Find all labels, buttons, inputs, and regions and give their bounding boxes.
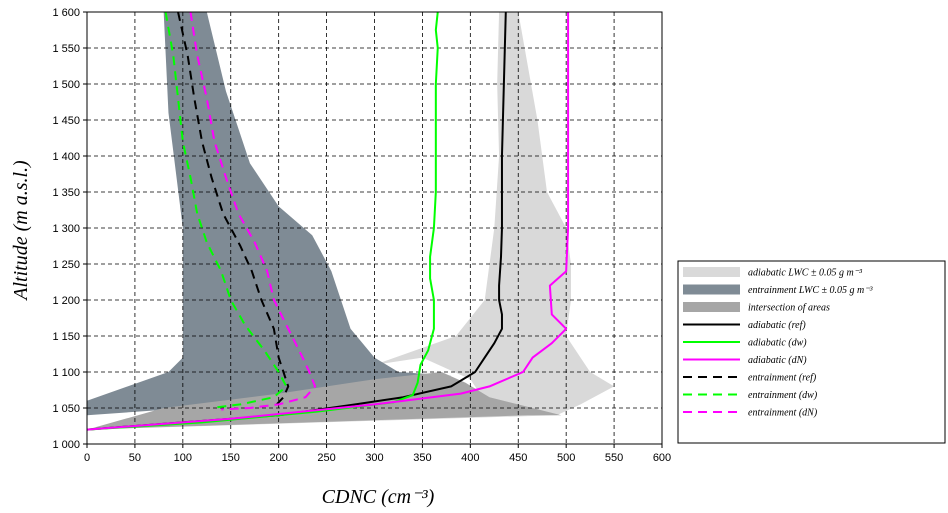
legend-label-entrainment-dw: entrainment (dw) bbox=[748, 390, 818, 401]
y-tick-label: 1 250 bbox=[52, 259, 80, 271]
legend-label-entrainment-lwc-0-05-g-m: entrainment LWC ± 0.05 g m⁻³ bbox=[748, 285, 874, 296]
legend-swatch-intersection-of-areas bbox=[683, 302, 740, 312]
legend-label-adiabatic-dn: adiabatic (dN) bbox=[748, 355, 807, 366]
x-tick-label: 100 bbox=[174, 452, 192, 464]
y-axis-title: Altitude (m a.s.l.) bbox=[10, 160, 32, 302]
y-tick-label: 1 050 bbox=[52, 403, 80, 415]
x-tick-label: 150 bbox=[222, 452, 240, 464]
x-tick-label: 400 bbox=[461, 452, 479, 464]
legend-label-adiabatic-dw: adiabatic (dw) bbox=[748, 338, 807, 349]
legend-label-entrainment-dn: entrainment (dN) bbox=[748, 408, 818, 419]
x-axis-title: CDNC (cm⁻³) bbox=[322, 486, 435, 508]
y-tick-label: 1 400 bbox=[52, 151, 80, 163]
series-entrainment-ref bbox=[177, 11, 290, 406]
grid bbox=[87, 12, 662, 444]
x-tick-label: 500 bbox=[557, 452, 575, 464]
legend: adiabatic LWC ± 0.05 g m⁻³ entrainment LW… bbox=[677, 260, 946, 444]
area-intersection-of-areas bbox=[87, 372, 562, 430]
area-adiabatic-lwc-0-05-g-m bbox=[87, 12, 615, 430]
x-tick-label: 550 bbox=[605, 452, 623, 464]
y-tick-label: 1 100 bbox=[52, 367, 80, 379]
axis-ticks: 0 50 100 150 200 250 300 350 400 450 500 550 600 1 00… bbox=[52, 7, 671, 464]
x-tick-label: 50 bbox=[129, 452, 141, 464]
legend-swatch-adiabatic-lwc-0-05-g-m bbox=[683, 267, 740, 277]
y-tick-label: 1 000 bbox=[52, 439, 80, 451]
legend-label-adiabatic-ref: adiabatic (ref) bbox=[748, 320, 806, 331]
area-entrainment-lwc-0-05-g-m bbox=[87, 12, 452, 416]
shaded-areas bbox=[87, 12, 615, 430]
x-tick-label: 600 bbox=[653, 452, 671, 464]
x-tick-label: 0 bbox=[84, 452, 90, 464]
series-lines bbox=[86, 11, 570, 431]
y-tick-label: 1 150 bbox=[52, 331, 80, 343]
y-tick-label: 1 200 bbox=[52, 295, 80, 307]
series-adiabatic-dn bbox=[86, 12, 570, 431]
y-tick-label: 1 350 bbox=[52, 187, 80, 199]
y-tick-label: 1 450 bbox=[52, 115, 80, 127]
legend-label-intersection-of-areas: intersection of areas bbox=[748, 303, 830, 314]
y-tick-label: 1 500 bbox=[52, 79, 80, 91]
series-entrainment-dw bbox=[164, 11, 288, 409]
legend-label-entrainment-ref: entrainment (ref) bbox=[748, 373, 817, 384]
x-tick-label: 350 bbox=[413, 452, 431, 464]
series-adiabatic-ref bbox=[86, 11, 507, 431]
series-entrainment-dn bbox=[189, 11, 317, 411]
x-tick-label: 450 bbox=[509, 452, 527, 464]
y-tick-label: 1 300 bbox=[52, 223, 80, 235]
legend-swatch-entrainment-lwc-0-05-g-m bbox=[683, 284, 740, 295]
x-tick-label: 300 bbox=[365, 452, 383, 464]
x-tick-label: 250 bbox=[317, 452, 335, 464]
x-tick-label: 200 bbox=[269, 452, 287, 464]
y-tick-label: 1 550 bbox=[52, 43, 80, 55]
legend-label-adiabatic-lwc-0-05-g-m: adiabatic LWC ± 0.05 g m⁻³ bbox=[748, 268, 863, 279]
y-tick-label: 1 600 bbox=[52, 7, 80, 19]
